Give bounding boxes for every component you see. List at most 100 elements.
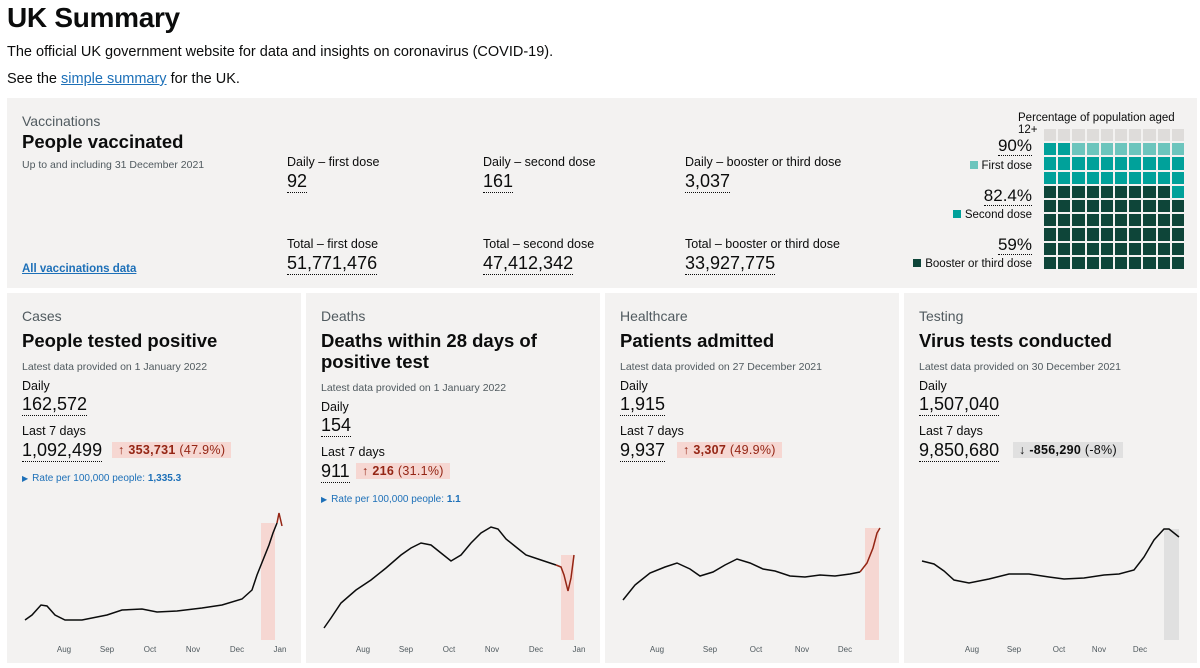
daily-value[interactable]: 1,507,040: [919, 394, 1000, 416]
last-7-days-value[interactable]: 911: [321, 461, 350, 483]
total-second-dose-value[interactable]: 47,412,342: [483, 253, 574, 275]
daily-booster-value[interactable]: 3,037: [685, 171, 731, 193]
waffle-cell: [1086, 199, 1099, 213]
waffle-cell: [1171, 171, 1184, 184]
waffle-cell: [1171, 256, 1184, 269]
waffle-cell: [1171, 242, 1184, 255]
daily-value[interactable]: 154: [321, 415, 352, 437]
axis-tick-label: Aug: [650, 645, 664, 654]
booster-swatch: [913, 259, 922, 267]
booster-percentage[interactable]: 59%: [997, 235, 1032, 255]
card-caption: Deaths: [321, 308, 366, 324]
rate-label: Rate per 100,000 people:: [331, 494, 445, 505]
first-dose-percentage[interactable]: 90%: [997, 136, 1032, 156]
daily-label: Daily: [620, 379, 648, 393]
vaccinations-caption: Vaccinations: [22, 113, 101, 129]
triangle-right-icon: ▶: [22, 474, 29, 483]
change-value: 353,731: [128, 443, 176, 457]
card-caption: Cases: [22, 308, 62, 324]
waffle-cell: [1129, 228, 1142, 241]
last-7-days-label: Last 7 days: [919, 424, 983, 438]
waffle-cell: [1100, 199, 1113, 213]
rate-value: 1.1: [446, 494, 461, 505]
waffle-cell: [1114, 214, 1128, 227]
waffle-cell: [1044, 129, 1057, 142]
waffle-cell: [1114, 143, 1128, 156]
daily-first-dose-value[interactable]: 92: [287, 171, 308, 193]
waffle-cell: [1171, 185, 1184, 198]
first-dose-legend: First dose: [969, 160, 1032, 172]
change-percent: (49.9%): [729, 443, 776, 457]
axis-tick-label: Jan: [274, 645, 287, 654]
waffle-cell: [1129, 185, 1142, 198]
waffle-cell: [1100, 143, 1113, 156]
arrow-up-icon: ↑: [362, 464, 369, 478]
axis-tick-label: Nov: [1092, 645, 1106, 654]
daily-second-dose-value[interactable]: 161: [483, 171, 514, 193]
total-booster-value[interactable]: 33,927,775: [685, 253, 776, 275]
last-7-days-value[interactable]: 9,850,680: [919, 440, 1000, 462]
waffle-cell: [1114, 157, 1128, 170]
healthcare-card: Healthcare Patients admitted Latest data…: [605, 293, 899, 663]
total-first-dose-value[interactable]: 51,771,476: [287, 253, 378, 275]
daily-value[interactable]: 162,572: [22, 394, 88, 416]
total-booster-label: Total – booster or third dose: [685, 237, 840, 251]
waffle-cell: [1058, 143, 1071, 156]
waffle-cell: [1044, 199, 1057, 213]
daily-label: Daily: [321, 400, 349, 414]
last-7-days-label: Last 7 days: [321, 445, 385, 459]
cases-chart: Aug Sep Oct Nov Dec Jan: [24, 512, 287, 654]
waffle-cell: [1129, 242, 1142, 255]
waffle-cell: [1058, 214, 1071, 227]
waffle-cell: [1086, 214, 1099, 227]
waffle-cell: [1171, 199, 1184, 213]
rate-label: Rate per 100,000 people:: [32, 473, 146, 484]
waffle-cell: [1171, 129, 1184, 142]
waffle-cell: [1114, 171, 1128, 184]
intro-text: The official UK government website for d…: [7, 44, 554, 60]
all-vaccinations-link[interactable]: All vaccinations data: [22, 263, 137, 275]
deaths-card: Deaths Deaths within 28 days of positive…: [306, 293, 600, 663]
waffle-cell: [1114, 228, 1128, 241]
second-dose-swatch: [952, 210, 961, 218]
recent-period-highlight: [865, 528, 879, 640]
change-value: 216: [372, 464, 395, 478]
waffle-cell: [1143, 171, 1156, 184]
waffle-cell: [1044, 157, 1057, 170]
axis-tick-label: Dec: [230, 645, 244, 654]
second-dose-legend: Second dose: [952, 209, 1032, 221]
waffle-cell: [1114, 185, 1128, 198]
waffle-cell: [1100, 228, 1113, 241]
waffle-cell: [1058, 129, 1071, 142]
waffle-cell: [1100, 256, 1113, 269]
axis-tick-label: Sep: [100, 645, 115, 654]
rate-toggle[interactable]: ▶ Rate per 100,000 people: 1.1: [321, 494, 461, 505]
daily-value[interactable]: 1,915: [620, 394, 666, 416]
waffle-cell: [1058, 242, 1071, 255]
waffle-cell: [1129, 171, 1142, 184]
simple-summary-link[interactable]: simple summary: [61, 71, 167, 87]
rate-value: 1,335.3: [147, 473, 182, 484]
waffle-cell: [1129, 157, 1142, 170]
last-7-days-value[interactable]: 9,937: [620, 440, 666, 462]
card-date-note: Latest data provided on 27 December 2021: [620, 361, 822, 373]
waffle-cell: [1171, 228, 1184, 241]
card-date-note: Latest data provided on 1 January 2022: [22, 361, 208, 373]
waffle-cell: [1072, 199, 1085, 213]
second-dose-percentage[interactable]: 82.4%: [983, 186, 1032, 206]
total-first-dose-label: Total – first dose: [287, 237, 379, 251]
waffle-cell: [1143, 157, 1156, 170]
axis-tick-label: Oct: [443, 645, 456, 654]
waffle-cell: [1086, 242, 1099, 255]
waffle-cell: [1114, 256, 1128, 269]
healthcare-chart: Aug Sep Oct Nov Dec: [622, 527, 881, 654]
rate-toggle[interactable]: ▶ Rate per 100,000 people: 1,335.3: [22, 473, 181, 484]
trend-line-recent: [276, 512, 283, 527]
waffle-cell: [1157, 256, 1170, 269]
last-7-days-value[interactable]: 1,092,499: [22, 440, 103, 462]
waffle-cell: [1072, 171, 1085, 184]
change-badge: ↓ -856,290 (-8%): [1013, 442, 1123, 458]
deaths-chart: Aug Sep Oct Nov Dec Jan: [323, 526, 585, 654]
waffle-cell: [1157, 199, 1170, 213]
waffle-cell: [1143, 256, 1156, 269]
